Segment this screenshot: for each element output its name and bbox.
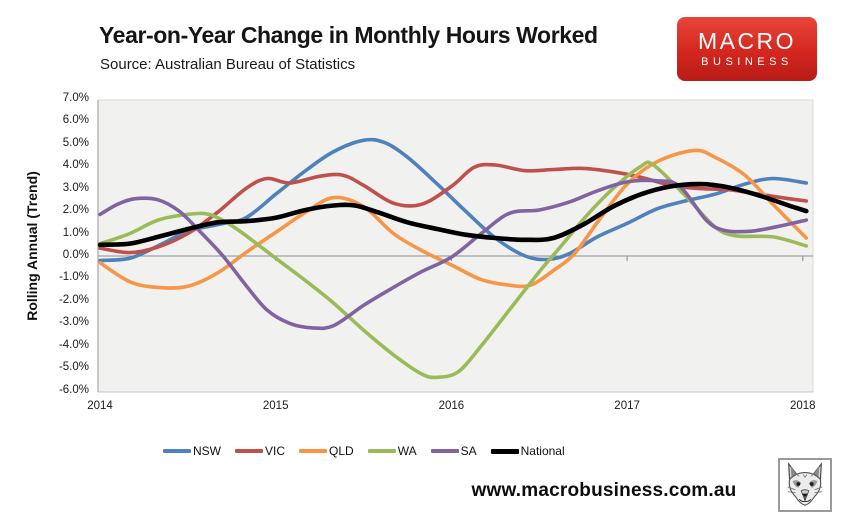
macrobusiness-logo: MACRO BUSINESS	[677, 17, 817, 81]
y-tick-label: -1.0%	[58, 271, 89, 284]
legend-label: National	[520, 444, 565, 458]
y-tick-label: 6.0%	[62, 114, 89, 127]
y-tick-label: 1.0%	[62, 226, 89, 239]
chart-title: Year-on-Year Change in Monthly Hours Wor…	[99, 22, 598, 48]
legend-label: SA	[460, 444, 477, 458]
chart-legend: NSW VIC QLD WA SA National	[163, 444, 579, 458]
legend-swatch-WA	[367, 449, 396, 453]
logo-line-macro: MACRO	[697, 28, 797, 54]
legend-item-SA: SA	[430, 444, 477, 458]
x-tick-label: 2017	[614, 400, 640, 412]
legend-item-NSW: NSW	[163, 444, 221, 458]
legend-label: VIC	[265, 444, 286, 458]
y-tick-label: -2.0%	[58, 293, 89, 306]
y-tick-label: -6.0%	[58, 383, 89, 396]
logo-line-business: BUSINESS	[701, 56, 793, 68]
legend-swatch-National	[490, 448, 519, 454]
y-tick-label: -4.0%	[58, 338, 89, 351]
website-url: www.macrobusiness.com.au	[471, 480, 737, 501]
series-line-QLD	[98, 148, 809, 290]
legend-label: QLD	[329, 444, 354, 458]
y-tick-label: 3.0%	[62, 181, 89, 194]
legend-label: WA	[397, 444, 417, 458]
fox-logo-box	[778, 458, 832, 512]
legend-item-VIC: VIC	[235, 444, 285, 458]
legend-label: NSW	[193, 444, 221, 458]
fox-face-icon	[787, 462, 823, 506]
plot-area	[97, 99, 814, 393]
x-tick-label: 2016	[438, 400, 465, 412]
y-tick-label: -5.0%	[58, 361, 89, 374]
legend-item-National: National	[490, 444, 565, 458]
y-tick-label: -3.0%	[58, 316, 89, 329]
legend-swatch-SA	[430, 449, 459, 453]
series-line-WA	[98, 160, 809, 380]
legend-item-WA: WA	[367, 444, 417, 458]
y-tick-label: 4.0%	[62, 159, 89, 172]
legend-swatch-VIC	[235, 449, 263, 453]
y-axis-title: Rolling Annual (Trend)	[24, 171, 40, 321]
y-tick-label: 0.0%	[62, 249, 89, 261]
y-tick-label: 7.0%	[62, 91, 89, 104]
y-tick-label: 5.0%	[62, 136, 89, 149]
series-line-VIC	[98, 162, 809, 255]
y-tick-label: 2.0%	[62, 204, 89, 217]
x-tick-label: 2015	[262, 400, 289, 412]
x-tick-label: 2018	[790, 400, 816, 412]
series-line-National	[97, 181, 809, 248]
chart-source-subtitle: Source: Australian Bureau of Statistics	[100, 56, 356, 73]
legend-swatch-QLD	[299, 449, 328, 453]
legend-swatch-NSW	[163, 449, 191, 453]
legend-item-QLD: QLD	[299, 444, 354, 458]
x-tick-label: 2014	[87, 400, 113, 412]
